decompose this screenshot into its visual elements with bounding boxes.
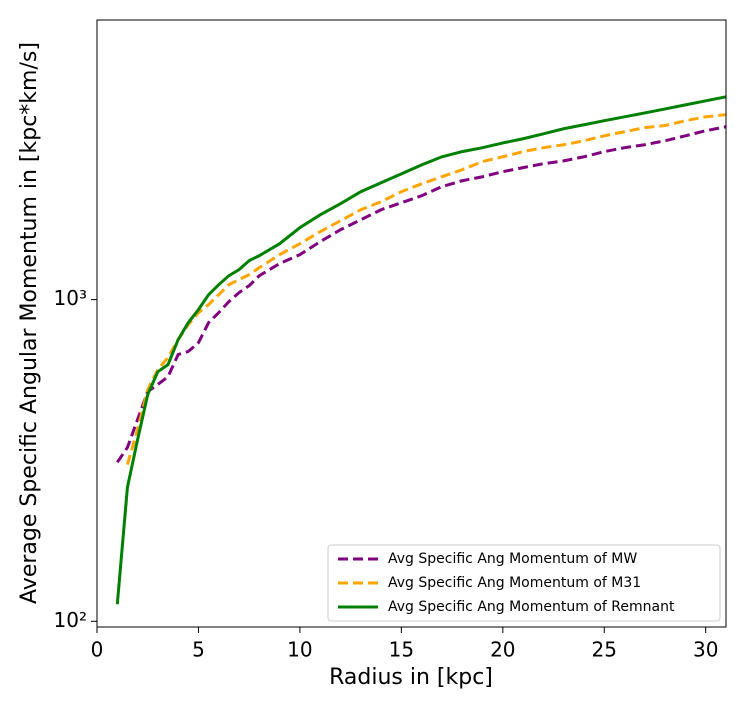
series-line [115,95,727,605]
x-tick-label: 30 [693,638,718,662]
x-tick-label: 10 [287,638,312,662]
x-tick-label: 0 [91,638,104,662]
x-tick-label: 15 [389,638,414,662]
plot-frame [96,19,727,628]
x-tick-label: 5 [192,638,205,662]
legend-label: Avg Specific Ang Momentum of MW [388,551,637,567]
y-tick-label: 10³ [54,286,87,310]
series-line [116,125,727,464]
legend-label: Avg Specific Ang Momentum of Remnant [388,599,675,615]
y-tick-label: 10² [54,608,87,632]
y-axis-label: Average Specific Angular Momentum in [kp… [17,42,42,604]
x-tick-label: 25 [592,638,617,662]
x-axis-label: Radius in [kpc] [329,665,493,690]
legend-label: Avg Specific Ang Momentum of M31 [388,575,641,591]
x-tick-label: 20 [490,638,515,662]
series-line [125,113,727,466]
legend-box [327,544,721,622]
